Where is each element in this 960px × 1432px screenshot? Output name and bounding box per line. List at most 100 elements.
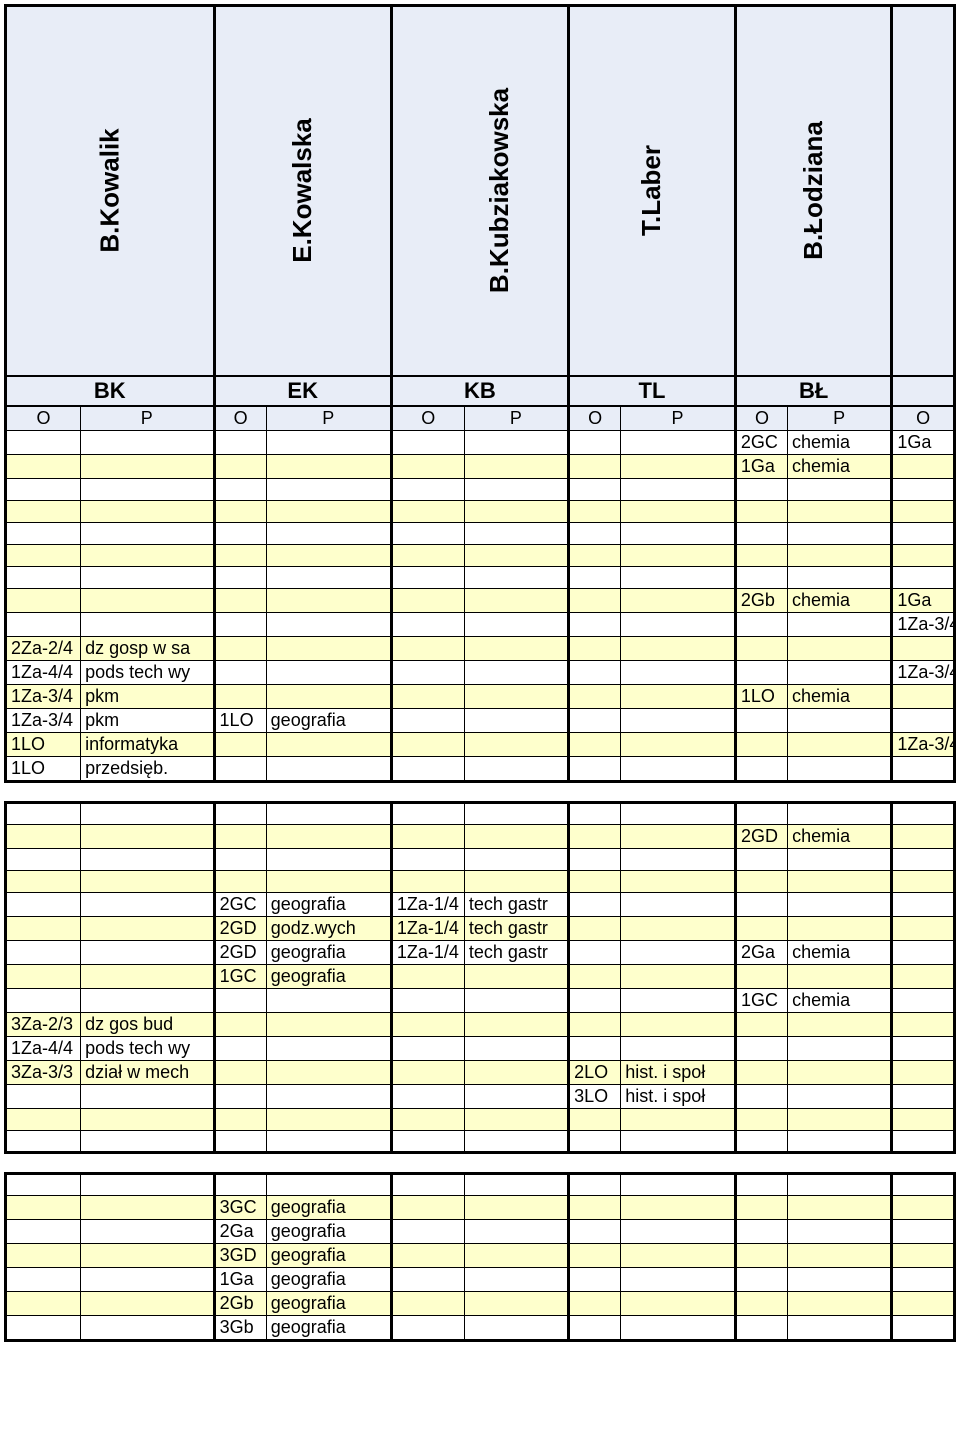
- cell: pods tech wy: [81, 660, 214, 684]
- cell: [214, 660, 266, 684]
- cell: 1Za-4/4: [6, 660, 81, 684]
- cell: [6, 1108, 81, 1130]
- cell: 2Ga: [735, 940, 787, 964]
- cell: [621, 824, 736, 848]
- cell: [569, 870, 621, 892]
- cell: [6, 892, 81, 916]
- teacher-name: T.Laber: [636, 145, 667, 236]
- cell: chemia: [788, 454, 892, 478]
- cell: 2Za-2/4: [6, 636, 81, 660]
- cell: [81, 848, 214, 870]
- cell: [266, 478, 391, 500]
- cell: 1LO: [6, 756, 81, 781]
- cell: 1GC: [735, 988, 787, 1012]
- cell: [81, 1315, 214, 1340]
- cell: [266, 802, 391, 824]
- cell: [569, 848, 621, 870]
- op-header-row: O P O P O P O P O P O: [6, 406, 955, 431]
- cell: [464, 636, 568, 660]
- cell: [569, 588, 621, 612]
- cell: [569, 1291, 621, 1315]
- cell: [788, 732, 892, 756]
- cell: [621, 544, 736, 566]
- cell: [464, 964, 568, 988]
- cell: [788, 544, 892, 566]
- table-row: 2GCchemia1Ga: [6, 430, 955, 454]
- cell: [214, 870, 266, 892]
- table-row: 1LOprzedsięb.: [6, 756, 955, 781]
- cell: [892, 1173, 955, 1195]
- cell: [464, 522, 568, 544]
- teacher-code: TL: [569, 376, 736, 406]
- schedule-table-3: 3GCgeografia2Gageografia3GDgeografia1Gag…: [4, 1172, 956, 1342]
- cell: [391, 1243, 464, 1267]
- cell: [464, 1243, 568, 1267]
- cell: [214, 1012, 266, 1036]
- table-row: 2Gbchemia1Ga: [6, 588, 955, 612]
- cell: [6, 1315, 81, 1340]
- cell: [6, 824, 81, 848]
- cell: [391, 732, 464, 756]
- cell: [892, 636, 955, 660]
- cell: 3Gb: [214, 1315, 266, 1340]
- cell: 1Za-3/4: [6, 684, 81, 708]
- table-row: 2GDgodz.wych1Za-1/4tech gastr: [6, 916, 955, 940]
- cell: [621, 1195, 736, 1219]
- cell: [788, 916, 892, 940]
- cell: [464, 1291, 568, 1315]
- cell: [569, 1219, 621, 1243]
- cell: [214, 454, 266, 478]
- cell: [892, 566, 955, 588]
- cell: 3LO: [569, 1084, 621, 1108]
- cell: [214, 522, 266, 544]
- cell: [391, 1036, 464, 1060]
- cell: [6, 802, 81, 824]
- cell: [391, 708, 464, 732]
- cell: [735, 1036, 787, 1060]
- cell: [464, 612, 568, 636]
- cell: [464, 732, 568, 756]
- cell: [464, 430, 568, 454]
- cell: [569, 1173, 621, 1195]
- cell: [892, 1084, 955, 1108]
- cell: [464, 988, 568, 1012]
- cell: [569, 684, 621, 708]
- cell: 1Za-4/4: [6, 1036, 81, 1060]
- cell: [391, 430, 464, 454]
- cell: [464, 802, 568, 824]
- cell: geografia: [266, 1243, 391, 1267]
- cell: [391, 684, 464, 708]
- cell: [6, 1130, 81, 1152]
- table-row: [6, 1173, 955, 1195]
- cell: 1Za-3/4: [892, 612, 955, 636]
- cell: [81, 566, 214, 588]
- cell: [6, 1267, 81, 1291]
- cell: 1Za-3/4: [892, 732, 955, 756]
- cell: [735, 1195, 787, 1219]
- cell: [391, 1084, 464, 1108]
- cell: [464, 848, 568, 870]
- cell: 3Za-3/3: [6, 1060, 81, 1084]
- cell: [569, 454, 621, 478]
- cell: [621, 1036, 736, 1060]
- cell: [788, 500, 892, 522]
- cell: dz gos bud: [81, 1012, 214, 1036]
- table-row: 2GCgeografia1Za-1/4tech gastr: [6, 892, 955, 916]
- cell: geografia: [266, 964, 391, 988]
- cell: [621, 1130, 736, 1152]
- cell: [788, 1084, 892, 1108]
- table-row: 1Za-3/4pkm1LOgeografia: [6, 708, 955, 732]
- cell: [81, 1108, 214, 1130]
- cell: [892, 684, 955, 708]
- cell: [892, 940, 955, 964]
- cell: [788, 964, 892, 988]
- table-row: 1Za-4/4pods tech wy1Za-3/4: [6, 660, 955, 684]
- cell: [569, 824, 621, 848]
- cell: [569, 1243, 621, 1267]
- cell: 2Ga: [214, 1219, 266, 1243]
- cell: [391, 1291, 464, 1315]
- cell: dz gosp w sa: [81, 636, 214, 660]
- cell: [892, 892, 955, 916]
- cell: [621, 1243, 736, 1267]
- table-row: 2Za-2/4dz gosp w sa: [6, 636, 955, 660]
